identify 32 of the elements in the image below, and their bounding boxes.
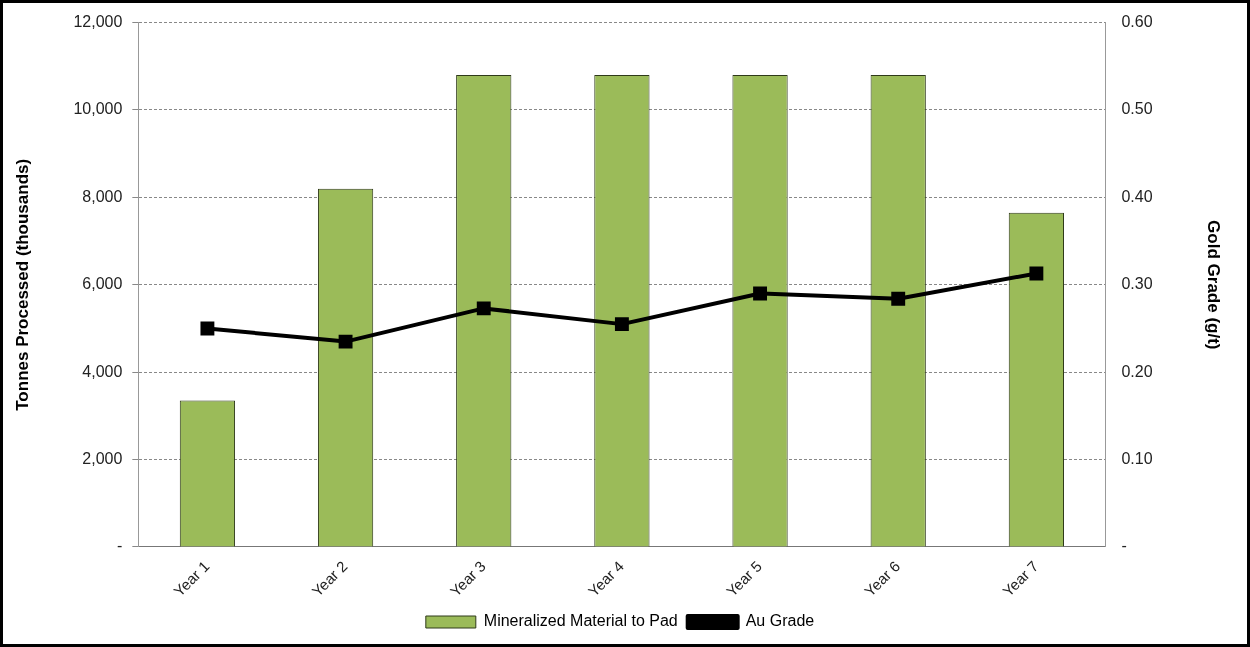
- y2-tick-label: 0.50: [1121, 100, 1153, 118]
- y-tick-label: -: [117, 537, 123, 555]
- point: [753, 286, 768, 301]
- y-tick-label: 8,000: [82, 187, 123, 205]
- y2-tick-label: 0.20: [1121, 362, 1153, 380]
- y2-tick-label: -: [1121, 537, 1127, 555]
- y-tick-label: 12,000: [73, 13, 123, 31]
- y-tick-label: 4,000: [82, 362, 123, 380]
- x-tick-label: Year 7: [999, 557, 1042, 600]
- legend-label: Au Grade: [745, 612, 815, 630]
- point: [476, 301, 491, 316]
- point: [614, 317, 629, 332]
- y2-tick-label: 0.40: [1121, 187, 1153, 205]
- x-tick-label: Year 4: [584, 557, 627, 600]
- x-tick-label: Year 6: [860, 557, 904, 600]
- x-tick-label: Year 5: [722, 557, 766, 600]
- x-tick-label: Year 1: [170, 557, 213, 600]
- y-tick-label: 2,000: [82, 450, 123, 467]
- x-tick-label: Year 3: [446, 557, 489, 600]
- y-axis-title: Tonnes Processed (thousands): [12, 158, 32, 411]
- y2-tick-label: 0.10: [1121, 450, 1153, 467]
- y2-tick-label: 0.30: [1121, 275, 1153, 293]
- legend-label: Mineralized Material to Pad: [483, 612, 678, 630]
- y2-axis-title: Gold Grade (g/t): [1204, 220, 1224, 350]
- y-tick-label: 6,000: [82, 275, 123, 293]
- point: [338, 334, 353, 349]
- x-tick-label: Year 2: [308, 557, 351, 600]
- y-tick-label: 10,000: [73, 100, 123, 118]
- point: [1029, 266, 1044, 281]
- y2-tick-label: 0.60: [1121, 13, 1153, 31]
- point: [200, 321, 215, 336]
- point: [891, 291, 906, 306]
